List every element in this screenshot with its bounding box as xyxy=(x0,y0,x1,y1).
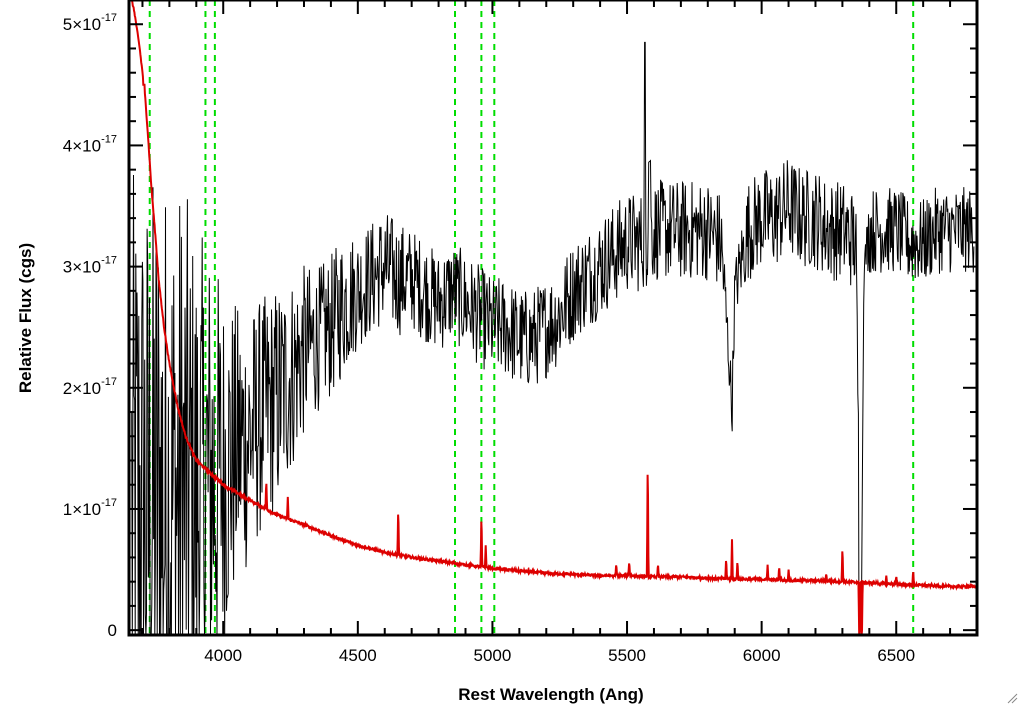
y-tick-label-3: 3×10-17 xyxy=(63,255,117,277)
resize-grip-icon[interactable] xyxy=(1007,693,1018,704)
x-tick-label-4500: 4500 xyxy=(339,646,377,665)
y-tick-label-2: 2×10-17 xyxy=(63,376,117,398)
x-axis-title: Rest Wavelength (Ang) xyxy=(458,685,643,704)
x-tick-label-6500: 6500 xyxy=(877,646,915,665)
plot-axes xyxy=(127,0,979,637)
y-tick-label-4: 4×10-17 xyxy=(63,133,117,155)
y-tick-label-5: 5×10-17 xyxy=(63,12,117,34)
x-tick-label-5000: 5000 xyxy=(474,646,512,665)
model-spectrum-line xyxy=(129,0,978,636)
x-tick-label-4000: 4000 xyxy=(204,646,242,665)
model-spectrum-series xyxy=(129,0,978,636)
y-tick-label-1: 1×10-17 xyxy=(63,497,117,519)
y-axis-title: Relative Flux (cgs) xyxy=(16,243,35,393)
x-tick-label-5500: 5500 xyxy=(608,646,646,665)
observed-spectrum-series xyxy=(131,41,975,636)
observed-spectrum-line xyxy=(131,41,975,636)
x-tick-label-6000: 6000 xyxy=(743,646,781,665)
y-tick-labels: 0 1×10-17 2×10-17 3×10-17 4×10-17 5×10-17 xyxy=(63,12,117,640)
plot-frame xyxy=(127,0,979,637)
y-tick-label-0: 0 xyxy=(108,621,117,640)
x-tick-labels: 4000 4500 5000 5500 6000 6500 xyxy=(204,646,915,665)
